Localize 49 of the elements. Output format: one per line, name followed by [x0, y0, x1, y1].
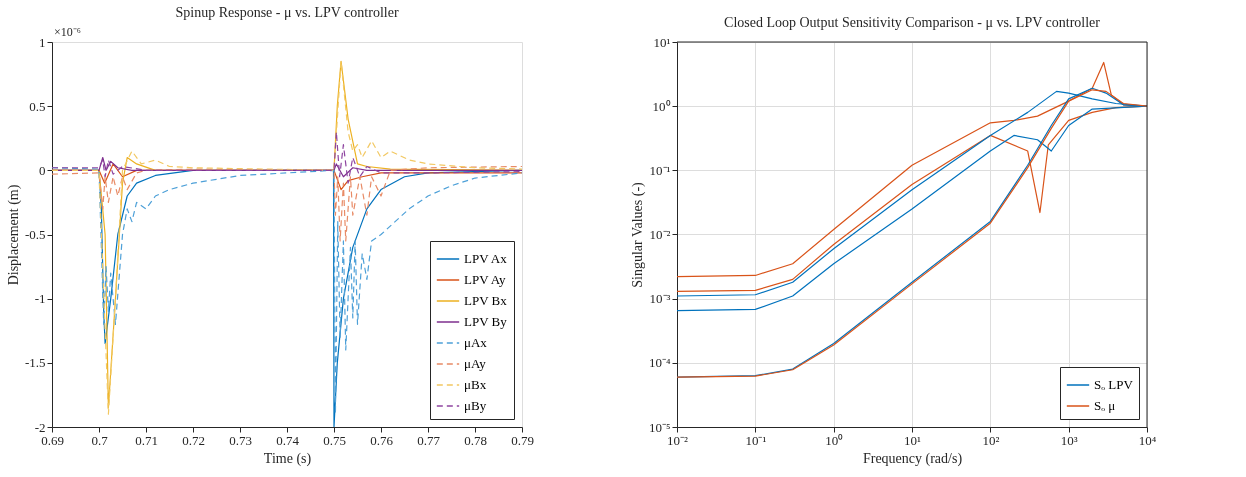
x-tick-label: 0.76 — [370, 432, 394, 448]
legend-label: Sₒ LPV — [1094, 377, 1134, 392]
x-tick-label: 0.7 — [91, 432, 109, 448]
x-axis-title: Frequency (rad/s) — [862, 450, 963, 467]
legend-label: LPV Ay — [464, 272, 507, 287]
legend-label: LPV Bx — [464, 293, 508, 308]
x-tick-label: 10³ — [1060, 432, 1078, 448]
x-tick-label: 10¹ — [904, 432, 922, 448]
y-tick-label: 10⁻⁵ — [648, 419, 671, 435]
y-tick-label: 10⁻¹ — [649, 162, 671, 178]
y-tick-label: 10¹ — [653, 34, 671, 50]
y-axis-title: Singular Values (-) — [629, 181, 646, 288]
chart-title: Spinup Response - μ vs. LPV controller — [175, 5, 399, 20]
chart-title: Closed Loop Output Sensitivity Comparison - μ vs. LPV controller — [724, 15, 1101, 30]
y-tick-label: 10⁻⁴ — [648, 355, 671, 371]
legend-label: Sₒ μ — [1094, 398, 1116, 413]
y-tick-label: -1.5 — [24, 355, 46, 371]
y-tick-label: 0 — [39, 162, 46, 178]
x-tick-label: 0.77 — [417, 432, 441, 448]
y-tick-label: 1 — [39, 34, 46, 50]
x-tick-label: 0.79 — [511, 432, 534, 448]
legend-label: μAx — [464, 335, 488, 350]
x-tick-label: 0.78 — [464, 432, 487, 448]
text: ×10⁻⁶ — [54, 25, 81, 39]
x-tick-label: 10⁻² — [667, 432, 689, 448]
legend-label: μAy — [464, 356, 487, 371]
y-tick-label: -0.5 — [24, 227, 46, 242]
y-axis-title: Displacement (m) — [5, 184, 22, 286]
y-tick-label: 10⁻² — [649, 227, 671, 242]
legend-label: μBx — [464, 377, 487, 392]
x-tick-label: 10⁴ — [1138, 432, 1157, 448]
y-tick-label: 10⁻³ — [649, 291, 671, 307]
y-tick-label: -2 — [34, 419, 46, 435]
x-tick-label: 10⁻¹ — [745, 432, 767, 448]
x-tick-label: 0.75 — [323, 432, 346, 448]
x-tick-label: 0.73 — [229, 432, 252, 448]
x-tick-label: 10² — [982, 432, 1000, 448]
x-tick-label: 0.69 — [41, 432, 64, 448]
legend-label: LPV By — [464, 314, 508, 329]
x-tick-label: 0.71 — [135, 432, 158, 448]
x-tick-label: 10⁰ — [825, 432, 844, 448]
x-tick-label: 0.72 — [182, 432, 205, 448]
legend-label: μBy — [464, 398, 487, 413]
x-tick-label: 0.74 — [276, 432, 300, 448]
x-axis-title: Time (s) — [263, 450, 312, 467]
y-tick-label: 0.5 — [29, 98, 46, 114]
y-tick-label: -1 — [34, 291, 46, 307]
y-tick-label: 10⁰ — [652, 98, 671, 114]
legend-label: LPV Ax — [464, 251, 508, 266]
